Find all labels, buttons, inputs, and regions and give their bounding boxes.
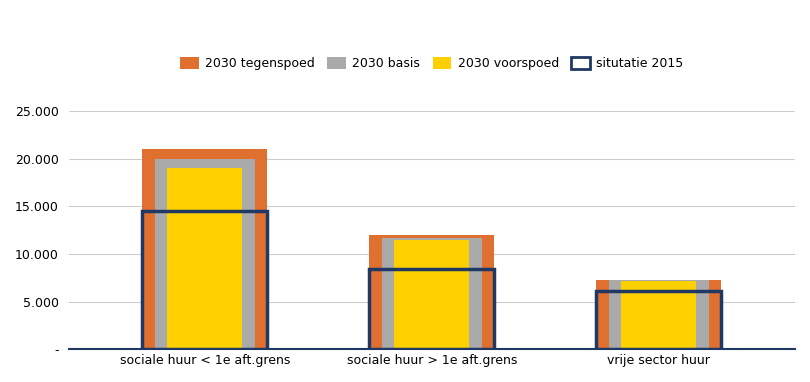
Bar [143,211,267,349]
Bar [168,168,242,349]
Bar [596,280,721,349]
Bar [369,269,494,349]
Bar [155,159,254,349]
Bar [369,235,494,349]
Bar [382,238,482,349]
Bar [609,280,709,349]
Bar [143,149,267,349]
Bar [621,281,697,349]
Bar [596,291,721,349]
Bar [394,240,469,349]
Legend: 2030 tegenspoed, 2030 basis, 2030 voorspoed, situtatie 2015: 2030 tegenspoed, 2030 basis, 2030 voorsp… [175,52,688,75]
